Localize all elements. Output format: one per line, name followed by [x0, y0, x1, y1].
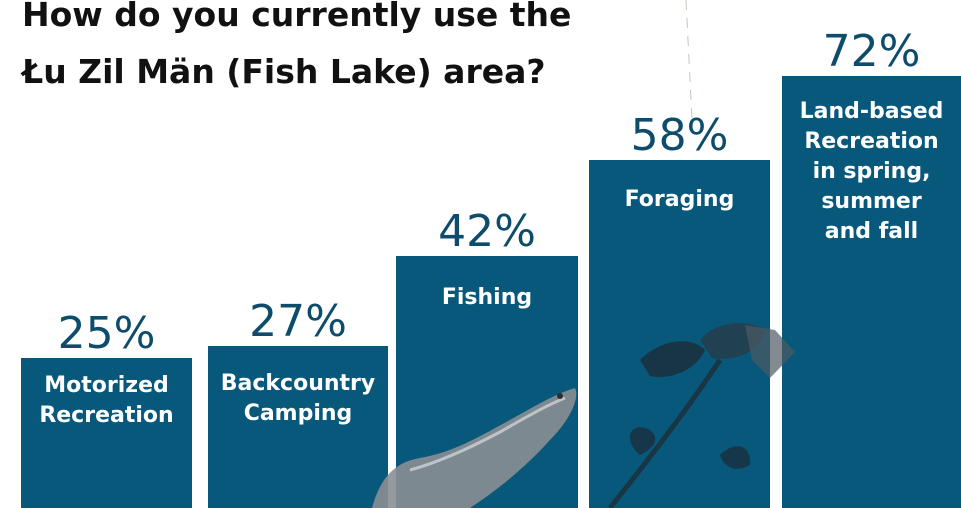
category-label-5-line-3: in spring, [813, 159, 931, 184]
category-label-3-line-1: Fishing [442, 285, 532, 310]
bar-group-2 [208, 346, 388, 508]
chart-title: How do you currently use the Łu Zil Män … [22, 0, 642, 100]
category-label-5-line-5: and fall [825, 219, 918, 244]
value-label-1: 25% [58, 308, 156, 359]
value-label-4: 58% [631, 110, 729, 161]
bar-4 [589, 160, 770, 508]
category-label-5-line-2: Recreation [804, 129, 938, 154]
value-label-5: 72% [823, 26, 921, 77]
bar-5 [782, 76, 961, 508]
chart-title-line-2: Łu Zil Män (Fish Lake) area? [22, 52, 546, 91]
category-label-5-line-1: Land-based [800, 99, 944, 124]
bar-group-4 [589, 160, 770, 508]
bar-group-5 [782, 76, 961, 508]
value-label-2: 27% [249, 296, 347, 347]
value-label-3: 42% [438, 206, 536, 257]
chart-title-line-1: How do you currently use the [22, 0, 572, 34]
bar-1 [21, 358, 192, 508]
bar-2 [208, 346, 388, 508]
category-label-4-line-1: Foraging [625, 187, 735, 212]
category-label-5-line-4: summer [821, 189, 922, 214]
category-label-1-line-1: Motorized [44, 373, 169, 398]
category-label-1-line-2: Recreation [39, 403, 173, 428]
bar-group-1 [21, 358, 192, 508]
category-label-2-line-1: Backcountry [221, 371, 375, 396]
category-label-2-line-2: Camping [244, 401, 353, 426]
